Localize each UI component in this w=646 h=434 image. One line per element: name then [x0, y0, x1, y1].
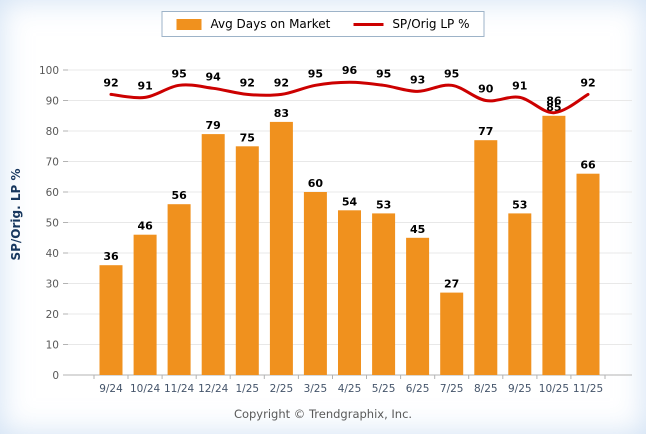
- bar: [201, 134, 225, 375]
- bar: [235, 146, 259, 376]
- bar: [167, 204, 191, 375]
- x-axis-tick-label: 1/25: [236, 383, 260, 395]
- bar-value-label: 60: [308, 177, 324, 190]
- bar-value-label: 83: [274, 107, 289, 120]
- bar: [372, 213, 396, 375]
- bar: [576, 173, 600, 375]
- line-value-label: 86: [546, 95, 562, 108]
- line-value-label: 95: [308, 67, 323, 80]
- y-axis-tick-label: 80: [46, 126, 59, 138]
- bar: [508, 213, 532, 375]
- x-axis-tick-label: 9/25: [508, 383, 532, 395]
- bar-value-label: 53: [376, 198, 391, 211]
- bar-value-label: 53: [512, 198, 527, 211]
- bar-value-label: 77: [478, 125, 493, 138]
- line-value-label: 95: [444, 67, 459, 80]
- bar-value-label: 36: [103, 250, 119, 263]
- x-axis-tick-label: 11/25: [573, 383, 603, 395]
- trend-line: [109, 80, 590, 115]
- x-axis-tick-label: 9/24: [99, 383, 123, 395]
- x-axis-tick-label: 2/25: [270, 383, 294, 395]
- y-axis-tick-label: 30: [46, 279, 59, 291]
- line-value-label: 90: [478, 83, 494, 96]
- bar: [303, 192, 327, 375]
- x-axis-tick-label: 11/24: [164, 383, 195, 395]
- bar-value-label: 45: [410, 223, 425, 236]
- bar-value-label: 46: [137, 220, 153, 233]
- line-value-label: 92: [103, 76, 118, 89]
- line-value-label: 94: [206, 70, 222, 83]
- line-value-label: 93: [410, 73, 425, 86]
- bar: [542, 115, 566, 376]
- legend: Avg Days on Market SP/Orig LP %: [161, 11, 485, 37]
- x-axis-tick-label: 8/25: [474, 383, 498, 395]
- bar: [406, 237, 430, 376]
- bar: [99, 265, 123, 375]
- x-axis-tick-label: 7/25: [440, 383, 464, 395]
- bar: [474, 140, 498, 375]
- bar-value-label: 79: [206, 119, 221, 132]
- bar: [440, 292, 464, 375]
- y-axis-tick-label: 40: [46, 248, 59, 260]
- y-axis-tick-label: 10: [46, 340, 59, 352]
- x-axis-tick-label: 6/25: [406, 383, 430, 395]
- y-axis-tick-label: 100: [39, 65, 59, 77]
- line-value-label: 95: [376, 67, 391, 80]
- y-axis-title: SP/Orig. LP %: [9, 168, 23, 260]
- copyright-text: Copyright © Trendgraphix, Inc.: [233, 407, 413, 421]
- x-axis-tick-label: 12/24: [198, 383, 229, 395]
- y-axis-tick-label: 70: [46, 157, 59, 169]
- y-axis-tick-label: 60: [46, 187, 59, 199]
- bar-value-label: 54: [342, 195, 358, 208]
- y-axis-tick-label: 20: [46, 309, 59, 321]
- bar-value-label: 75: [240, 131, 255, 144]
- bar: [338, 210, 361, 375]
- bar: [133, 234, 157, 375]
- y-axis-tick-label: 0: [52, 370, 59, 382]
- legend-line-label: SP/Orig LP %: [392, 17, 470, 31]
- legend-bar-label: Avg Days on Market: [210, 17, 331, 31]
- y-axis-tick-label: 90: [46, 96, 59, 108]
- x-axis-tick-label: 5/25: [372, 383, 396, 395]
- line-value-label: 91: [512, 79, 527, 92]
- bar-legend-swatch-icon: [176, 18, 202, 30]
- bar-value-label: 56: [171, 189, 187, 202]
- bar-value-label: 27: [444, 278, 459, 291]
- bar: [269, 121, 293, 376]
- x-axis-tick-label: 4/25: [338, 383, 362, 395]
- x-axis-tick-label: 3/25: [304, 383, 328, 395]
- line-value-label: 96: [342, 64, 358, 77]
- line-value-label: 92: [580, 76, 595, 89]
- line-value-label: 92: [274, 76, 289, 89]
- x-axis-tick-label: 10/25: [539, 383, 569, 395]
- line-value-label: 91: [137, 79, 152, 92]
- line-legend-swatch-icon: [353, 22, 384, 26]
- x-axis-tick-label: 10/24: [130, 383, 161, 395]
- line-value-label: 92: [240, 76, 255, 89]
- line-value-label: 95: [171, 67, 186, 80]
- bar-value-label: 66: [580, 159, 596, 172]
- y-axis-tick-label: 50: [46, 218, 59, 230]
